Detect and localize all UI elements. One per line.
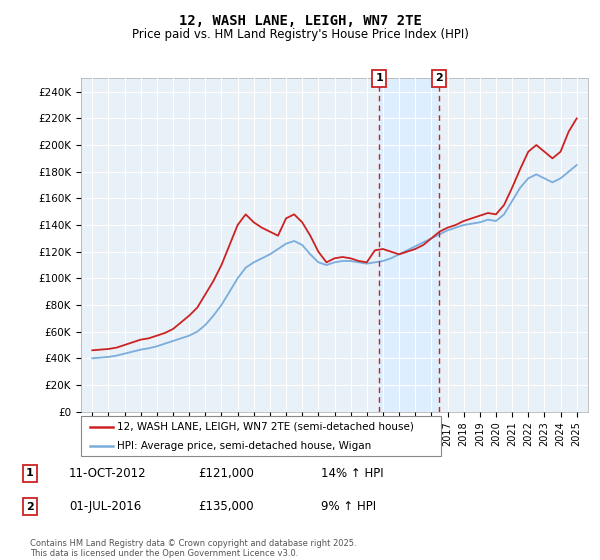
Text: £135,000: £135,000 bbox=[198, 500, 254, 514]
FancyBboxPatch shape bbox=[81, 416, 441, 456]
Text: 12, WASH LANE, LEIGH, WN7 2TE: 12, WASH LANE, LEIGH, WN7 2TE bbox=[179, 14, 421, 28]
Text: £121,000: £121,000 bbox=[198, 466, 254, 480]
Text: 11-OCT-2012: 11-OCT-2012 bbox=[69, 466, 146, 480]
Text: Price paid vs. HM Land Registry's House Price Index (HPI): Price paid vs. HM Land Registry's House … bbox=[131, 28, 469, 41]
Text: 1: 1 bbox=[376, 73, 383, 83]
Text: 1: 1 bbox=[26, 468, 34, 478]
Text: 12, WASH LANE, LEIGH, WN7 2TE (semi-detached house): 12, WASH LANE, LEIGH, WN7 2TE (semi-deta… bbox=[117, 422, 414, 432]
Text: 9% ↑ HPI: 9% ↑ HPI bbox=[321, 500, 376, 514]
Text: 01-JUL-2016: 01-JUL-2016 bbox=[69, 500, 141, 514]
Text: Contains HM Land Registry data © Crown copyright and database right 2025.
This d: Contains HM Land Registry data © Crown c… bbox=[30, 539, 356, 558]
Text: 2: 2 bbox=[436, 73, 443, 83]
Text: 14% ↑ HPI: 14% ↑ HPI bbox=[321, 466, 383, 480]
Bar bbox=[379, 78, 439, 412]
Text: HPI: Average price, semi-detached house, Wigan: HPI: Average price, semi-detached house,… bbox=[117, 441, 371, 451]
Text: 2: 2 bbox=[26, 502, 34, 512]
